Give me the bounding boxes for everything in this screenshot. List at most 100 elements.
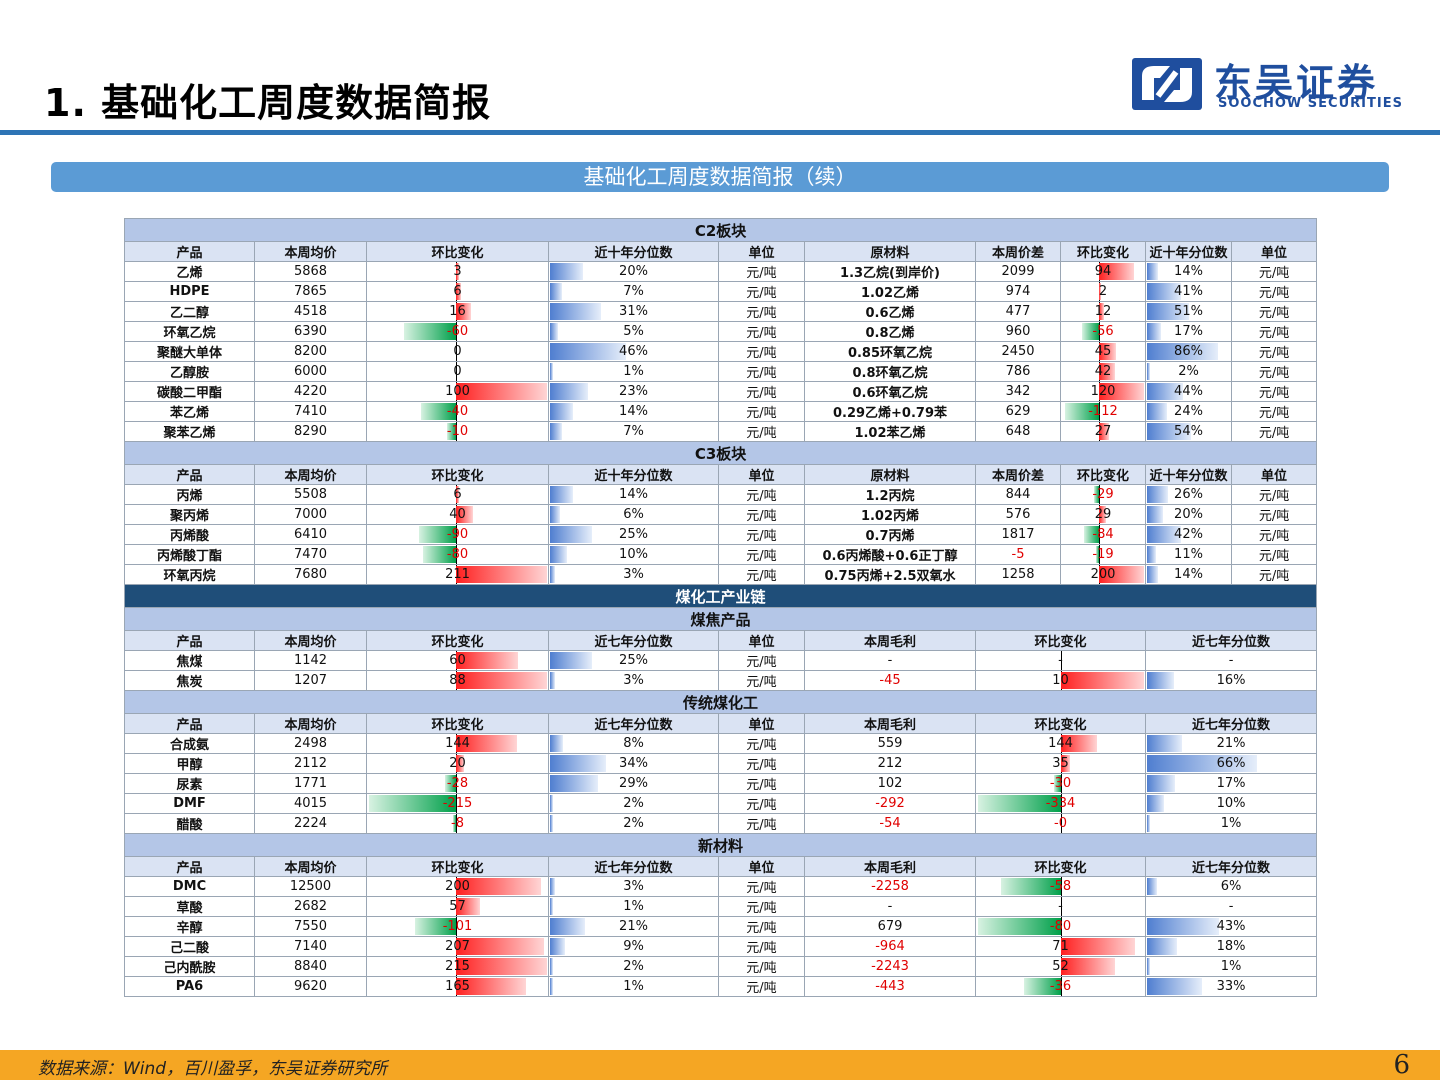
spread-value: 844 bbox=[975, 484, 1061, 505]
spread-value: 786 bbox=[975, 361, 1061, 382]
column-header: 近十年分位数 bbox=[548, 241, 719, 262]
change-value: -36 bbox=[1049, 979, 1072, 994]
spread-change-cell: 12 bbox=[1060, 301, 1146, 322]
bar-axis bbox=[456, 774, 457, 793]
percentile-bar bbox=[1147, 566, 1158, 583]
percentile-bar bbox=[550, 938, 565, 955]
spread-value: 1817 bbox=[975, 524, 1061, 545]
percentile-value: 8% bbox=[623, 736, 644, 751]
column-header: 本周均价 bbox=[254, 630, 367, 651]
unit: 元/吨 bbox=[718, 361, 805, 382]
percentile-value: - bbox=[1228, 653, 1234, 668]
product-name: 焦炭 bbox=[124, 670, 255, 691]
percentile-value: 10% bbox=[619, 547, 648, 562]
price-change-cell: 211 bbox=[366, 564, 549, 585]
column-header: 本周价差 bbox=[975, 464, 1061, 485]
decrease-bar bbox=[421, 403, 456, 420]
decrease-bar bbox=[447, 423, 456, 440]
percentile-bar bbox=[550, 506, 560, 523]
price-change-cell: -10 bbox=[366, 421, 549, 442]
spread-percentile-cell: 86% bbox=[1145, 341, 1232, 362]
table-row: 丙烯酸丁酯 7470 -80 10% 元/吨 0.6丙烯酸+0.6正丁醇 -5 -19 11% 元… bbox=[124, 544, 1318, 565]
percentile-value: 14% bbox=[619, 487, 648, 502]
increase-bar bbox=[456, 486, 459, 503]
bar-axis bbox=[1061, 774, 1062, 793]
unit: 元/吨 bbox=[1230, 381, 1318, 402]
section-title: C3板块 bbox=[123, 441, 1318, 465]
percentile-bar bbox=[550, 403, 573, 420]
percentile-bar bbox=[1147, 815, 1150, 832]
column-header: 单位 bbox=[718, 856, 805, 877]
percentile-value: 51% bbox=[1174, 304, 1203, 319]
unit: 元/吨 bbox=[718, 341, 805, 362]
avg-price: 6410 bbox=[254, 524, 367, 545]
column-header-row: 产品本周均价环比变化近七年分位数单位本周毛利环比变化近七年分位数单位 bbox=[124, 630, 1318, 651]
profit-change-cell: 35 bbox=[975, 753, 1146, 774]
increase-bar bbox=[1099, 383, 1144, 400]
percentile-bar bbox=[550, 958, 553, 975]
table-row: 环氧丙烷 7680 211 3% 元/吨 0.75丙烯+2.5双氧水 1258 200 14% 元… bbox=[124, 564, 1318, 585]
percentile-value: 7% bbox=[623, 424, 644, 439]
percentile-bar bbox=[1147, 506, 1163, 523]
percentile-cell: 14% bbox=[548, 484, 719, 505]
change-value: -28 bbox=[446, 776, 469, 791]
spread-change-cell: 45 bbox=[1060, 341, 1146, 362]
gross-profit: -45 bbox=[804, 670, 976, 691]
unit: 元/吨 bbox=[1230, 504, 1318, 525]
spread-value: 2099 bbox=[975, 261, 1061, 282]
price-change-cell: 16 bbox=[366, 301, 549, 322]
table-row: 聚苯乙烯 8290 -10 7% 元/吨 1.02苯乙烯 648 27 54% 元/吨 bbox=[124, 421, 1318, 442]
avg-price: 7410 bbox=[254, 401, 367, 422]
profit-change-cell: -0 bbox=[975, 813, 1146, 834]
percentile-cell: 6% bbox=[548, 504, 719, 525]
percentile-bar bbox=[550, 263, 583, 280]
increase-bar bbox=[456, 898, 480, 915]
unit: 元/吨 bbox=[718, 956, 805, 977]
product-name: 甲醇 bbox=[124, 753, 255, 774]
change-value: -80 bbox=[446, 547, 469, 562]
section-title-row: 煤化工产业链 bbox=[123, 584, 1318, 608]
percentile-value: 18% bbox=[1216, 939, 1246, 954]
unit: 元/吨 bbox=[718, 670, 805, 691]
column-header-row: 产品本周均价环比变化近七年分位数单位本周毛利环比变化近七年分位数单位 bbox=[124, 856, 1318, 877]
price-change-cell: 0 bbox=[366, 341, 549, 362]
avg-price: 2112 bbox=[254, 753, 367, 774]
change-value: -60 bbox=[446, 324, 469, 339]
bar-axis bbox=[456, 545, 457, 564]
percentile-bar bbox=[1147, 343, 1218, 360]
section-title: 新材料 bbox=[123, 833, 1318, 857]
bar-axis bbox=[1061, 794, 1062, 813]
avg-price: 6000 bbox=[254, 361, 367, 382]
column-header: 本周均价 bbox=[254, 241, 367, 262]
change-value: 165 bbox=[445, 979, 470, 994]
change-value: 6 bbox=[453, 284, 462, 299]
unit: 元/吨 bbox=[718, 753, 805, 774]
percentile-bar bbox=[1147, 978, 1202, 995]
percentile-value: 2% bbox=[623, 959, 644, 974]
gross-profit: 102 bbox=[804, 773, 976, 794]
percentile-bar bbox=[1147, 755, 1257, 772]
change-value: 40 bbox=[449, 507, 466, 522]
change-value: 42 bbox=[1094, 364, 1112, 379]
change-value: 207 bbox=[445, 939, 470, 954]
percentile-value: 17% bbox=[1174, 324, 1203, 339]
change-value: -29 bbox=[1092, 487, 1114, 502]
section-subtitle-bar: 基础化工周度数据简报（续） bbox=[51, 162, 1389, 192]
profit-percentile-cell: 6% bbox=[1144, 876, 1318, 897]
product-name: 乙二醇 bbox=[124, 301, 255, 322]
change-value: -80 bbox=[1049, 919, 1072, 934]
percentile-cell: 23% bbox=[548, 381, 719, 402]
percentile-cell: 25% bbox=[548, 524, 719, 545]
change-value: 0 bbox=[453, 344, 462, 359]
column-header: 原材料 bbox=[804, 464, 976, 485]
percentile-value: 29% bbox=[619, 776, 648, 791]
profit-percentile-cell: 16% bbox=[1144, 670, 1318, 691]
column-header: 近七年分位数 bbox=[548, 713, 719, 734]
change-value: 144 bbox=[445, 736, 470, 751]
change-value: 20 bbox=[449, 756, 466, 771]
spread-value: 960 bbox=[975, 321, 1061, 342]
header-divider bbox=[0, 130, 1440, 135]
change-value: 0 bbox=[453, 364, 462, 379]
